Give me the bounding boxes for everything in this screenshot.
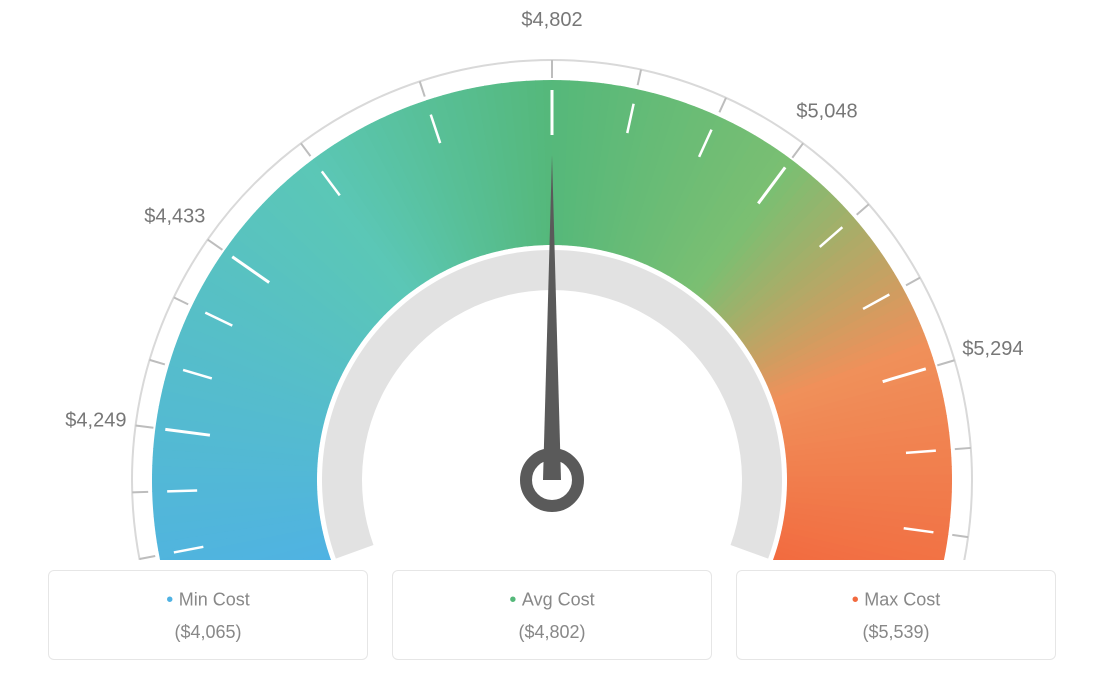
- legend-avg-value: ($4,802): [405, 622, 699, 643]
- gauge-tick-label: $5,048: [796, 100, 857, 122]
- legend-min-label: Min Cost: [61, 589, 355, 612]
- legend-min-card: Min Cost ($4,065): [48, 570, 368, 660]
- gauge-tick-label: $4,249: [65, 409, 126, 431]
- legend-max-value: ($5,539): [749, 622, 1043, 643]
- legend-max-card: Max Cost ($5,539): [736, 570, 1056, 660]
- legend-avg-card: Avg Cost ($4,802): [392, 570, 712, 660]
- legend-max-label: Max Cost: [749, 589, 1043, 612]
- legend-avg-label: Avg Cost: [405, 589, 699, 612]
- gauge-tick-label: $4,802: [521, 9, 582, 31]
- legend-min-value: ($4,065): [61, 622, 355, 643]
- cost-gauge: $4,065$4,249$4,433$4,802$5,048$5,294$5,5…: [0, 0, 1104, 560]
- gauge-tick-label: $4,433: [144, 206, 205, 228]
- gauge-tick-label: $5,294: [962, 338, 1023, 360]
- legend-row: Min Cost ($4,065) Avg Cost ($4,802) Max …: [0, 570, 1104, 660]
